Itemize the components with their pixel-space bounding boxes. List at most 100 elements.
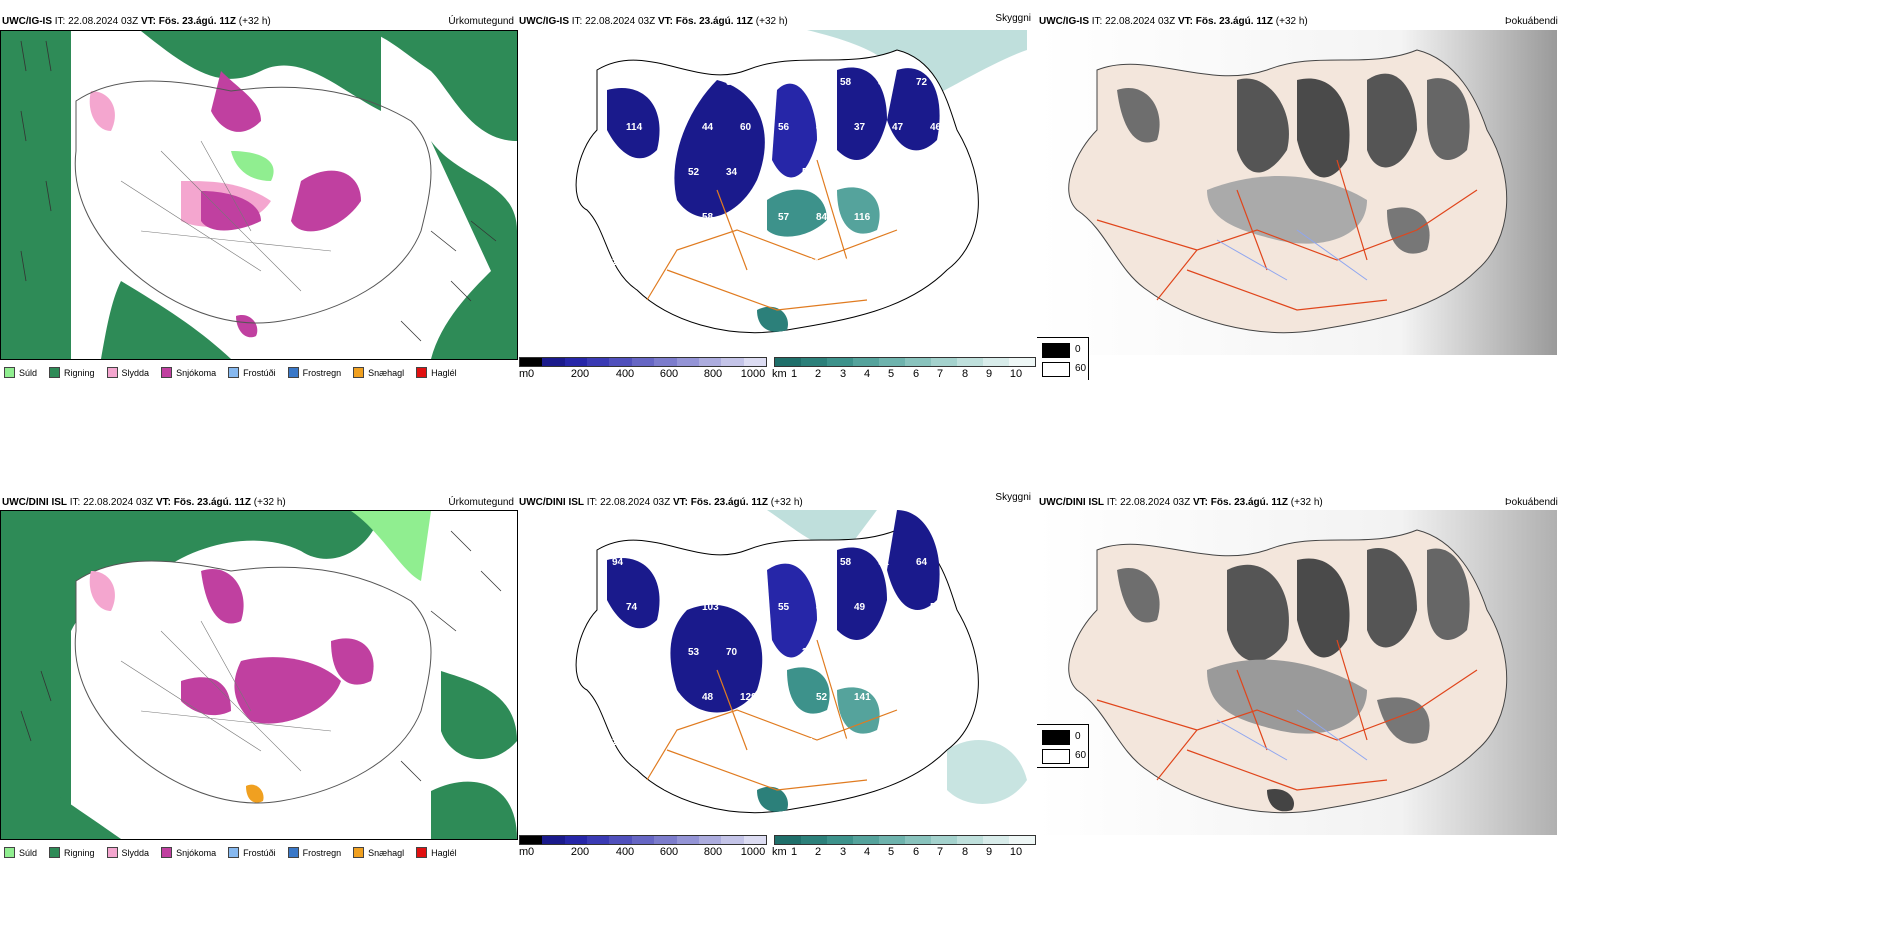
cloud-base-value-label: 62 [664, 122, 676, 133]
cloud-base-value-label: 234 [930, 692, 947, 703]
panel-product-label: Þokuábendi [1505, 497, 1558, 508]
legend-item: Frostregn [287, 367, 341, 378]
visibility-colorbar [774, 357, 1036, 367]
cloud-base-value-label: 208 [930, 212, 947, 223]
cloud-base-colorbar [519, 835, 767, 845]
cloud-base-value-label: 58 [726, 557, 738, 568]
panel-title: UWC/DINI ISL IT: 22.08.2024 03Z VT: Fös.… [2, 497, 286, 508]
legend-item: Snæhagl [353, 847, 404, 858]
legend-item: Súld [4, 847, 37, 858]
precip-map [0, 30, 518, 360]
cloud-base-value-label: 57 [664, 602, 676, 613]
cloud-base-value-label: 86 [878, 77, 890, 88]
legend-swatch [161, 367, 173, 378]
cloud-base-value-label: 58 [702, 212, 714, 223]
legend-swatch [1042, 343, 1070, 358]
legend-swatch [1042, 730, 1070, 745]
legend-swatch [49, 367, 61, 378]
cloud-base-value-label: 90 [840, 167, 852, 178]
legend-swatch [106, 847, 118, 858]
cloud-base-value-label: 374 [650, 257, 667, 268]
cloud-base-value-label: 97 [892, 212, 904, 223]
legend-swatch [1042, 749, 1070, 764]
cloud-base-value-label: 101 [726, 737, 743, 748]
precip-panel-row2: UWC/DINI ISL IT: 22.08.2024 03Z VT: Fös.… [0, 490, 520, 950]
cloud-base-value-label: 49 [816, 602, 828, 613]
cloud-base-value-label: 348 [688, 737, 705, 748]
cloud-base-value-label: 70 [726, 647, 738, 658]
legend-item: Slydda [106, 847, 149, 858]
cloud-base-value-label: 94 [612, 557, 624, 568]
legend-swatch [353, 847, 365, 858]
cloud-base-value-label: 203 [626, 692, 643, 703]
cloud-base-value-label: 52 [764, 167, 776, 178]
cloud-base-value-label: 47 [916, 167, 928, 178]
panel-title: UWC/DINI ISL IT: 22.08.2024 03Z VT: Fös.… [519, 497, 803, 508]
cloud-base-colorbar [519, 357, 767, 367]
fog-map [1037, 30, 1557, 355]
cloud-base-value-label: 59 [740, 212, 752, 223]
cloud-base-value-label: 54 [878, 167, 890, 178]
legend-item: Haglél [416, 367, 457, 378]
legend-item: Snjókoma [161, 847, 216, 858]
cloud-base-value-label: 33 [650, 77, 662, 88]
legend-item: Snæhagl [353, 367, 404, 378]
cloud-base-value-label: 60 [802, 557, 814, 568]
legend-swatch [106, 367, 118, 378]
cloud-base-value-label: 101 [688, 257, 705, 268]
legend-swatch [287, 367, 299, 378]
panel-product-label: Þokuábendi [1505, 16, 1558, 27]
cloud-base-value-label: 284 [650, 737, 667, 748]
cloud-base-value-label: 264 [802, 257, 819, 268]
precip-type-legend: Súld Rigning Slydda Snjókoma Frostúði Fr… [4, 847, 457, 858]
cloud-base-value-label: 94 [802, 737, 814, 748]
cloud-base-value-label: 53 [688, 647, 700, 658]
cloud-base-value-label: 53 [764, 557, 776, 568]
legend-swatch [228, 847, 240, 858]
cloud-base-map: 93 33 70 58 47 65 58 86 72 114 62 44 60 56 49 37 47 46 38 7… [517, 30, 1037, 355]
cloud-base-value-label: 51 [650, 557, 662, 568]
legend-swatch [353, 367, 365, 378]
legend-swatch [287, 847, 299, 858]
cloud-base-value-label: 293 [840, 257, 857, 268]
cloud-base-value-label: 243 [612, 737, 629, 748]
cloud-base-value-label: 92 [878, 557, 890, 568]
cloud-base-value-label: 58 [840, 77, 852, 88]
panel-product-label: Skyggni [995, 492, 1031, 503]
panel-product-label: Úrkomutegund [448, 16, 514, 27]
cloud-base-value-label: 58 [802, 167, 814, 178]
cloud-base-value-label: 48 [702, 692, 714, 703]
legend-item: Súld [4, 367, 37, 378]
cloud-base-value-label: 56 [778, 122, 790, 133]
cloud-base-value-label: 60 [740, 122, 752, 133]
panel-title: UWC/IG-IS IT: 22.08.2024 03Z VT: Fös. 23… [2, 16, 271, 27]
panel-product-label: Skyggni [995, 13, 1031, 24]
cloud-base-value-label: 34 [726, 167, 738, 178]
legend-swatch [161, 847, 173, 858]
cloud-base-labels: 93 33 70 58 47 65 58 86 72 114 62 44 60 56 49 37 47 46 38 7… [612, 77, 947, 313]
cloud-base-value-label: 74 [626, 602, 638, 613]
cloud-base-value-label: 116 [854, 212, 871, 223]
cloud-base-value-label: 56 [664, 212, 676, 223]
cloud-base-value-label: 49 [854, 602, 866, 613]
cloud-base-value-label: 92 [626, 212, 638, 223]
legend-item: Slydda [106, 367, 149, 378]
cloud-base-value-label: 57 [626, 782, 638, 793]
cloud-base-value-label: 83 [664, 302, 676, 313]
cloud-base-value-label: 38 [612, 167, 624, 178]
cloud-base-value-label: 57 [612, 647, 624, 658]
fog-panel-row1: UWC/IG-IS IT: 22.08.2024 03Z VT: Fös. 23… [1037, 10, 1900, 380]
legend-swatch [4, 847, 15, 858]
cloud-base-value-label: 120 [840, 737, 857, 748]
legend-swatch [416, 367, 428, 378]
legend-swatch [1042, 362, 1070, 377]
precip-panel-row1: UWC/IG-IS IT: 22.08.2024 03Z VT: Fös. 23… [0, 10, 520, 380]
legend-item: Haglél [416, 847, 457, 858]
cloud-base-value-label: 56 [840, 647, 852, 658]
cloud-base-value-label: 95 [764, 737, 776, 748]
legend-swatch [228, 367, 240, 378]
cloud-base-value-label: 84 [816, 212, 828, 223]
cloud-base-value-label: 42 [878, 647, 890, 658]
cloud-base-value-label: 77 [650, 647, 662, 658]
cloud-base-value-label: 52 [688, 167, 700, 178]
